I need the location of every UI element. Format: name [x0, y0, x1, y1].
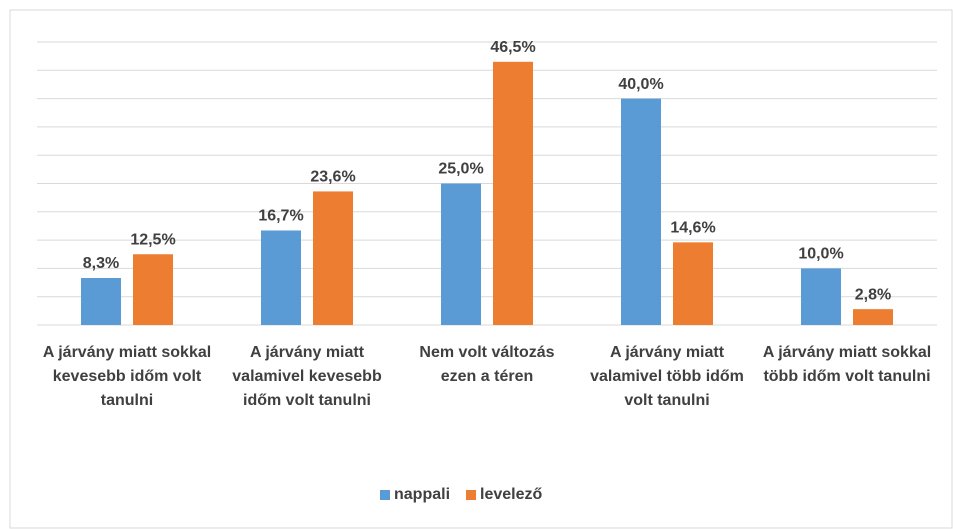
- bar: [621, 98, 661, 325]
- bar: [261, 230, 301, 325]
- data-label: 14,6%: [670, 220, 715, 237]
- x-tick-label: A járvány miatt sokkal kevesebb időm vol…: [42, 344, 212, 409]
- legend-label: levelező: [480, 486, 542, 503]
- data-label: 40,0%: [618, 76, 663, 93]
- x-tick-label: A járvány miatt valamivel több időm volt…: [590, 344, 744, 409]
- legend-swatch: [466, 490, 477, 500]
- x-tick-label: Nem volt változás ezen a téren: [419, 344, 555, 385]
- data-label: 46,5%: [490, 39, 535, 56]
- data-label: 10,0%: [798, 246, 843, 263]
- x-tick-label: A járvány miatt valamivel kevesebb időm …: [232, 344, 382, 409]
- legend-swatch: [380, 490, 390, 500]
- data-label: 23,6%: [310, 169, 355, 186]
- bar: [81, 278, 121, 325]
- bar: [313, 191, 353, 325]
- chart-border: [9, 9, 953, 529]
- data-label: 8,3%: [83, 255, 119, 272]
- bar: [673, 242, 713, 325]
- data-label: 25,0%: [438, 161, 483, 178]
- bar: [133, 254, 173, 325]
- bar: [441, 183, 481, 325]
- bar: [853, 309, 893, 325]
- bar: [801, 268, 841, 325]
- data-label: 16,7%: [258, 208, 303, 225]
- legend-label: nappali: [394, 486, 450, 503]
- bar: [493, 61, 533, 326]
- data-label: 2,8%: [855, 286, 891, 303]
- x-tick-label: A járvány miatt sokkal több időm volt ta…: [762, 344, 932, 385]
- data-label: 12,5%: [130, 231, 175, 248]
